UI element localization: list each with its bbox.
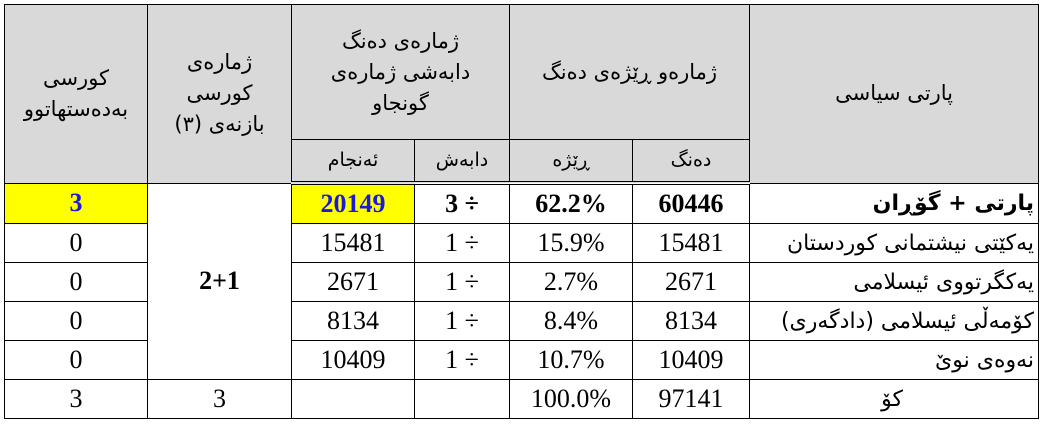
divide-cell: 1 ÷	[413, 301, 511, 341]
party-name-cell: یەکگرتووی ئیسلامی	[749, 262, 1040, 302]
seats-won-cell: 0	[4, 223, 148, 263]
votes-cell: 8134	[632, 301, 751, 341]
header-votes: دەنگ	[632, 139, 751, 185]
total-seats-cell: 3	[4, 379, 148, 419]
percent-cell: 15.9%	[509, 223, 634, 263]
party-name-cell: کۆمەڵی ئیسلامی (دادگەری)	[749, 301, 1040, 341]
votes-cell: 15481	[632, 223, 751, 263]
total-votes-cell: 97141	[632, 379, 751, 419]
header-bonus-seats: ژمارەی کورسی بازنەی (٣)	[147, 4, 292, 184]
header-seats-won: کورسی بەدەستهاتوو	[4, 4, 148, 184]
seats-won-cell: 0	[4, 340, 148, 380]
header-party: پارتی سیاسی	[749, 4, 1040, 184]
seats-won-cell: 3	[4, 182, 148, 224]
total-bonus-cell: 3	[147, 379, 292, 419]
divide-cell: 3 ÷	[413, 182, 511, 224]
table-row: 3 2+1 20149 3 ÷ 62.2% 60446 پارتی + گۆڕان	[4, 182, 1040, 380]
party-name-cell: پارتی + گۆڕان	[749, 182, 1040, 224]
total-label-cell: کۆ	[749, 379, 1040, 419]
table-row: 0 2671 1 ÷ 2.7% 2671 یەکگرتووی ئیسلامی	[4, 262, 1040, 302]
seats-won-cell: 0	[4, 301, 148, 341]
header-percent: ڕێژە	[509, 139, 634, 185]
votes-cell: 10409	[632, 340, 751, 380]
total-percent-cell: 100.0%	[509, 379, 634, 419]
result-cell: 20149	[291, 182, 415, 224]
percent-cell: 62.2%	[509, 182, 634, 224]
percent-cell: 2.7%	[509, 262, 634, 302]
table-row: 0 10409 1 ÷ 10.7% 10409 نەوەی نوێ	[4, 340, 1040, 380]
bonus-seats-cell: 2+1	[147, 182, 292, 380]
seats-won-cell: 0	[4, 262, 148, 302]
votes-cell: 2671	[632, 262, 751, 302]
total-result-cell	[291, 379, 415, 419]
total-divide-cell	[413, 379, 511, 419]
party-name-cell: یەکێتی نیشتمانی کوردستان	[749, 223, 1040, 263]
votes-cell: 60446	[632, 182, 751, 224]
divide-cell: 1 ÷	[413, 223, 511, 263]
header-divide: دابەش	[413, 139, 511, 185]
result-cell: 10409	[291, 340, 415, 380]
table-row: 0 15481 1 ÷ 15.9% 15481 یەکێتی نیشتمانی کوردس…	[4, 223, 1040, 263]
party-name-cell: نەوەی نوێ	[749, 340, 1040, 380]
header-divided-votes: ژمارەی دەنگ دابەشی ژمارەی گونجاو	[290, 4, 511, 140]
result-cell: 8134	[291, 301, 415, 341]
divide-cell: 1 ÷	[413, 262, 511, 302]
total-row: 3 3 100.0% 97141 کۆ	[4, 379, 1040, 419]
result-cell: 2671	[291, 262, 415, 302]
header-votes-and-percent: ژمارەو ڕێژەی دەنگ	[509, 4, 751, 140]
result-cell: 15481	[291, 223, 415, 263]
header-result: ئەنجام	[291, 139, 415, 185]
percent-cell: 8.4%	[509, 301, 634, 341]
seat-allocation-table: کورسی بەدەستهاتوو ژمارەی کورسی بازنەی (٣…	[4, 4, 1040, 419]
divide-cell: 1 ÷	[413, 340, 511, 380]
percent-cell: 10.7%	[509, 340, 634, 380]
table-row: 0 8134 1 ÷ 8.4% 8134 کۆمەڵی ئیسلامی (دادگەری)	[4, 301, 1040, 341]
